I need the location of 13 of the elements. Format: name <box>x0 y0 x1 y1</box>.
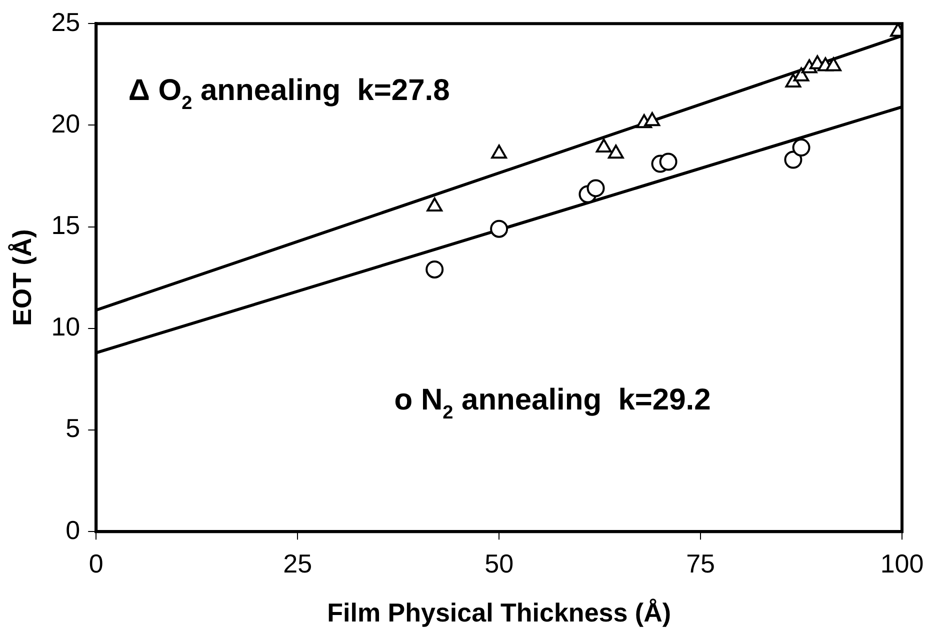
x-axis-title: Film Physical Thickness (Å) <box>327 598 672 628</box>
x-tick-label: 0 <box>88 548 104 578</box>
y-tick-label: 10 <box>51 312 80 342</box>
x-tick-label: 50 <box>484 548 514 578</box>
y-tick-label: 20 <box>51 108 80 138</box>
x-tick-label: 25 <box>283 548 312 578</box>
y-tick-label: 5 <box>66 413 80 444</box>
x-tick-label: 75 <box>686 548 715 578</box>
y-tick-label: 15 <box>51 210 80 240</box>
y-axis-title: EOT (Å) <box>6 229 37 326</box>
y-tick-label: 25 <box>51 6 80 37</box>
y-tick-label: 0 <box>66 514 80 545</box>
x-tick-label: 100 <box>880 548 924 578</box>
